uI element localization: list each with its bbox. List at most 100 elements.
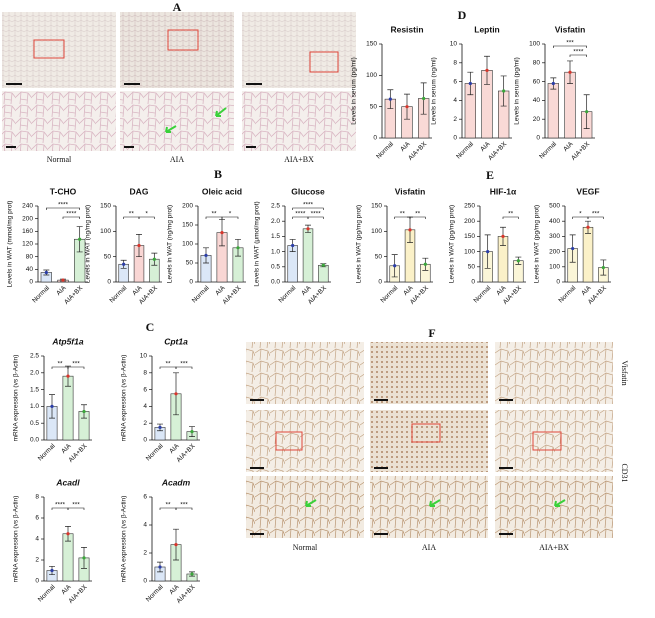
y-axis-label: Levels in WAT (ng/mg prot) bbox=[85, 205, 92, 283]
chart-title: Visfatin bbox=[555, 24, 586, 34]
bar-dot bbox=[585, 110, 589, 114]
significance-label: **** bbox=[58, 202, 69, 209]
y-tick-label: 0 bbox=[556, 279, 560, 286]
y-tick-label: 0.5 bbox=[271, 264, 280, 271]
y-tick-label: 4 bbox=[35, 536, 39, 543]
bar-dot bbox=[601, 265, 605, 270]
bar-dot bbox=[422, 96, 426, 101]
y-tick-label: 1.0 bbox=[271, 248, 280, 255]
y-tick-label: 100 bbox=[529, 41, 540, 48]
y-tick-label: 100 bbox=[464, 248, 475, 255]
panel-label: F bbox=[428, 326, 435, 340]
y-tick-label: 120 bbox=[22, 241, 33, 248]
x-tick-label: Normal bbox=[558, 284, 578, 304]
y-tick-label: 50 bbox=[375, 253, 383, 260]
x-tick-label: AIA bbox=[60, 442, 73, 455]
y-tick-label: 50 bbox=[104, 253, 112, 260]
y-tick-label: 100 bbox=[549, 264, 560, 271]
significance-label: **** bbox=[303, 202, 314, 209]
y-tick-label: 200 bbox=[182, 203, 193, 210]
x-tick-label: AIA bbox=[562, 140, 575, 153]
significance-bracket bbox=[553, 45, 587, 48]
image-caption: AIA+BX bbox=[284, 155, 314, 164]
bar bbox=[582, 226, 594, 283]
x-tick-label: Normal bbox=[278, 284, 298, 304]
y-tick-label: 0 bbox=[143, 578, 147, 585]
x-tick-label: AIA+BX bbox=[487, 140, 509, 162]
y-tick-label: 4 bbox=[143, 403, 147, 410]
bar-dot bbox=[502, 89, 506, 93]
y-axis-label: Levels in WAT (pg/mg prot) bbox=[356, 205, 363, 283]
x-tick-label: Normal bbox=[37, 583, 57, 603]
micrograph bbox=[370, 410, 488, 472]
arrow bbox=[165, 125, 177, 133]
x-tick-label: AIA bbox=[300, 284, 313, 297]
significance-label: *** bbox=[592, 211, 600, 218]
chart-title: VEGF bbox=[576, 186, 599, 196]
significance-bracket bbox=[62, 216, 80, 219]
x-tick-label: AIA+BX bbox=[67, 583, 89, 605]
significance-bracket bbox=[307, 216, 324, 219]
x-tick-label: AIA+BX bbox=[570, 140, 592, 162]
bar-dot bbox=[405, 105, 409, 109]
bar-dot bbox=[174, 392, 178, 396]
y-tick-label: 20 bbox=[533, 116, 541, 123]
micrograph bbox=[495, 476, 613, 538]
y-tick-label: 10 bbox=[450, 41, 458, 48]
significance-bracket bbox=[292, 207, 324, 210]
bar-dot bbox=[50, 568, 54, 573]
y-axis-label: mRNA expression (vs β-Actin) bbox=[121, 355, 128, 442]
chart-title: Visfatin bbox=[395, 186, 426, 196]
micrograph bbox=[495, 342, 613, 404]
inset-box bbox=[167, 29, 199, 51]
bar-dot bbox=[501, 234, 505, 238]
chart-title: Cpt1a bbox=[164, 336, 188, 346]
row-label: Visfatin bbox=[620, 360, 629, 385]
bar-dot bbox=[61, 278, 65, 282]
y-tick-label: 2 bbox=[143, 420, 147, 427]
x-tick-label: AIA bbox=[580, 284, 593, 297]
y-axis-label: Levels in WAT (ng/mg prot) bbox=[167, 205, 174, 283]
micrograph bbox=[370, 476, 488, 538]
y-tick-label: 0 bbox=[471, 279, 475, 286]
significance-bracket bbox=[569, 54, 587, 57]
y-tick-label: 300 bbox=[549, 233, 560, 240]
y-tick-label: 150 bbox=[182, 222, 193, 229]
x-tick-label: AIA+BX bbox=[175, 583, 197, 605]
x-tick-label: Normal bbox=[37, 442, 57, 462]
bar-dot bbox=[152, 257, 156, 261]
bar-dot bbox=[82, 556, 86, 560]
bar-dot bbox=[66, 532, 70, 536]
row-label: CD31 bbox=[620, 463, 629, 482]
y-tick-label: 0.0 bbox=[271, 279, 280, 286]
y-tick-label: 250 bbox=[464, 203, 475, 210]
significance-label: ** bbox=[400, 211, 406, 218]
significance-bracket bbox=[409, 216, 426, 219]
bar-dot bbox=[236, 246, 240, 250]
micrograph bbox=[246, 410, 364, 472]
x-tick-label: AIA bbox=[131, 284, 144, 297]
arrow bbox=[305, 499, 317, 507]
x-tick-label: AIA bbox=[402, 284, 415, 297]
x-tick-label: AIA bbox=[55, 284, 68, 297]
y-axis-label: Levels in WAT (pg/mg prot) bbox=[449, 205, 456, 283]
chart-title: Leptin bbox=[474, 24, 500, 34]
bar-dot bbox=[586, 225, 590, 229]
y-axis-label: Levels in serum (pg/ml) bbox=[514, 57, 521, 125]
significance-bracket bbox=[67, 507, 85, 510]
significance-label: ** bbox=[129, 211, 135, 218]
image-caption: AIA bbox=[422, 543, 436, 552]
bar-dot bbox=[408, 228, 412, 232]
significance-label: ** bbox=[57, 361, 63, 368]
x-tick-label: AIA+BX bbox=[67, 442, 89, 464]
micrograph bbox=[495, 410, 613, 472]
y-tick-label: 6 bbox=[453, 78, 457, 85]
bar-dot bbox=[393, 264, 397, 268]
y-tick-label: 1.5 bbox=[30, 386, 39, 393]
y-tick-label: 0 bbox=[378, 279, 382, 286]
significance-label: **** bbox=[55, 502, 66, 509]
y-tick-label: 150 bbox=[371, 203, 382, 210]
y-tick-label: 500 bbox=[549, 203, 560, 210]
y-tick-label: 6 bbox=[143, 386, 147, 393]
